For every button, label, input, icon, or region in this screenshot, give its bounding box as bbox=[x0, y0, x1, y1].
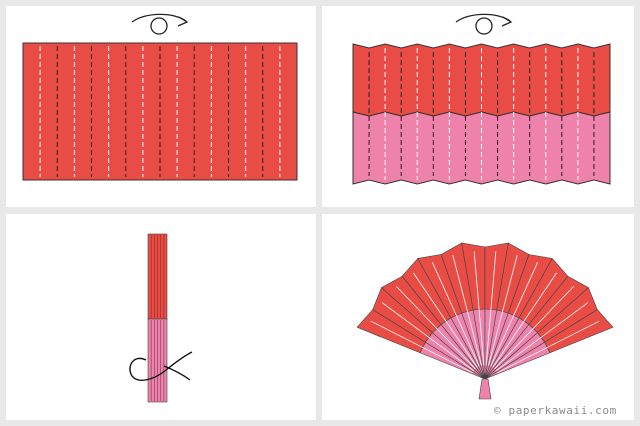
fan-rib-line bbox=[413, 272, 478, 368]
fan-rib-line bbox=[492, 272, 557, 368]
pleat-fold-lines bbox=[39, 46, 281, 177]
fan-rib-line bbox=[496, 302, 589, 371]
step-3-panel bbox=[6, 214, 316, 420]
strip-pleat-lines bbox=[150, 235, 165, 401]
step-4-panel bbox=[322, 214, 634, 420]
site-name: paperkawaii.com bbox=[508, 404, 617, 417]
fan-rib-line bbox=[490, 262, 539, 367]
fan-rib-line bbox=[381, 302, 474, 371]
pleat-fold-lines bbox=[368, 48, 595, 180]
fan-rib-line bbox=[452, 255, 482, 366]
step-4-diagram bbox=[356, 242, 614, 400]
fan-rib-line bbox=[370, 320, 473, 374]
step-2-diagram bbox=[352, 13, 611, 185]
step-3-diagram bbox=[129, 233, 193, 403]
site-credit: © paperkawaii.com bbox=[494, 404, 634, 417]
fan-rib-line bbox=[488, 255, 518, 366]
fan-rib-line bbox=[494, 286, 574, 370]
copyright-symbol: © bbox=[494, 404, 502, 417]
string-loop bbox=[129, 351, 193, 381]
rotate-arrow-icon bbox=[455, 13, 513, 35]
fan-rib-line bbox=[497, 320, 600, 374]
rotate-arrow-icon bbox=[131, 13, 189, 35]
step-1-panel bbox=[6, 6, 316, 207]
fan-rib-line bbox=[396, 286, 476, 370]
step-2-panel bbox=[322, 6, 634, 207]
fan-handle bbox=[478, 378, 492, 400]
step-1-diagram bbox=[22, 13, 298, 181]
fan-rib-line bbox=[485, 251, 497, 366]
fan-rib-line bbox=[473, 251, 485, 366]
fan-rib-line bbox=[431, 262, 480, 367]
fan-rib-lines bbox=[370, 251, 600, 374]
